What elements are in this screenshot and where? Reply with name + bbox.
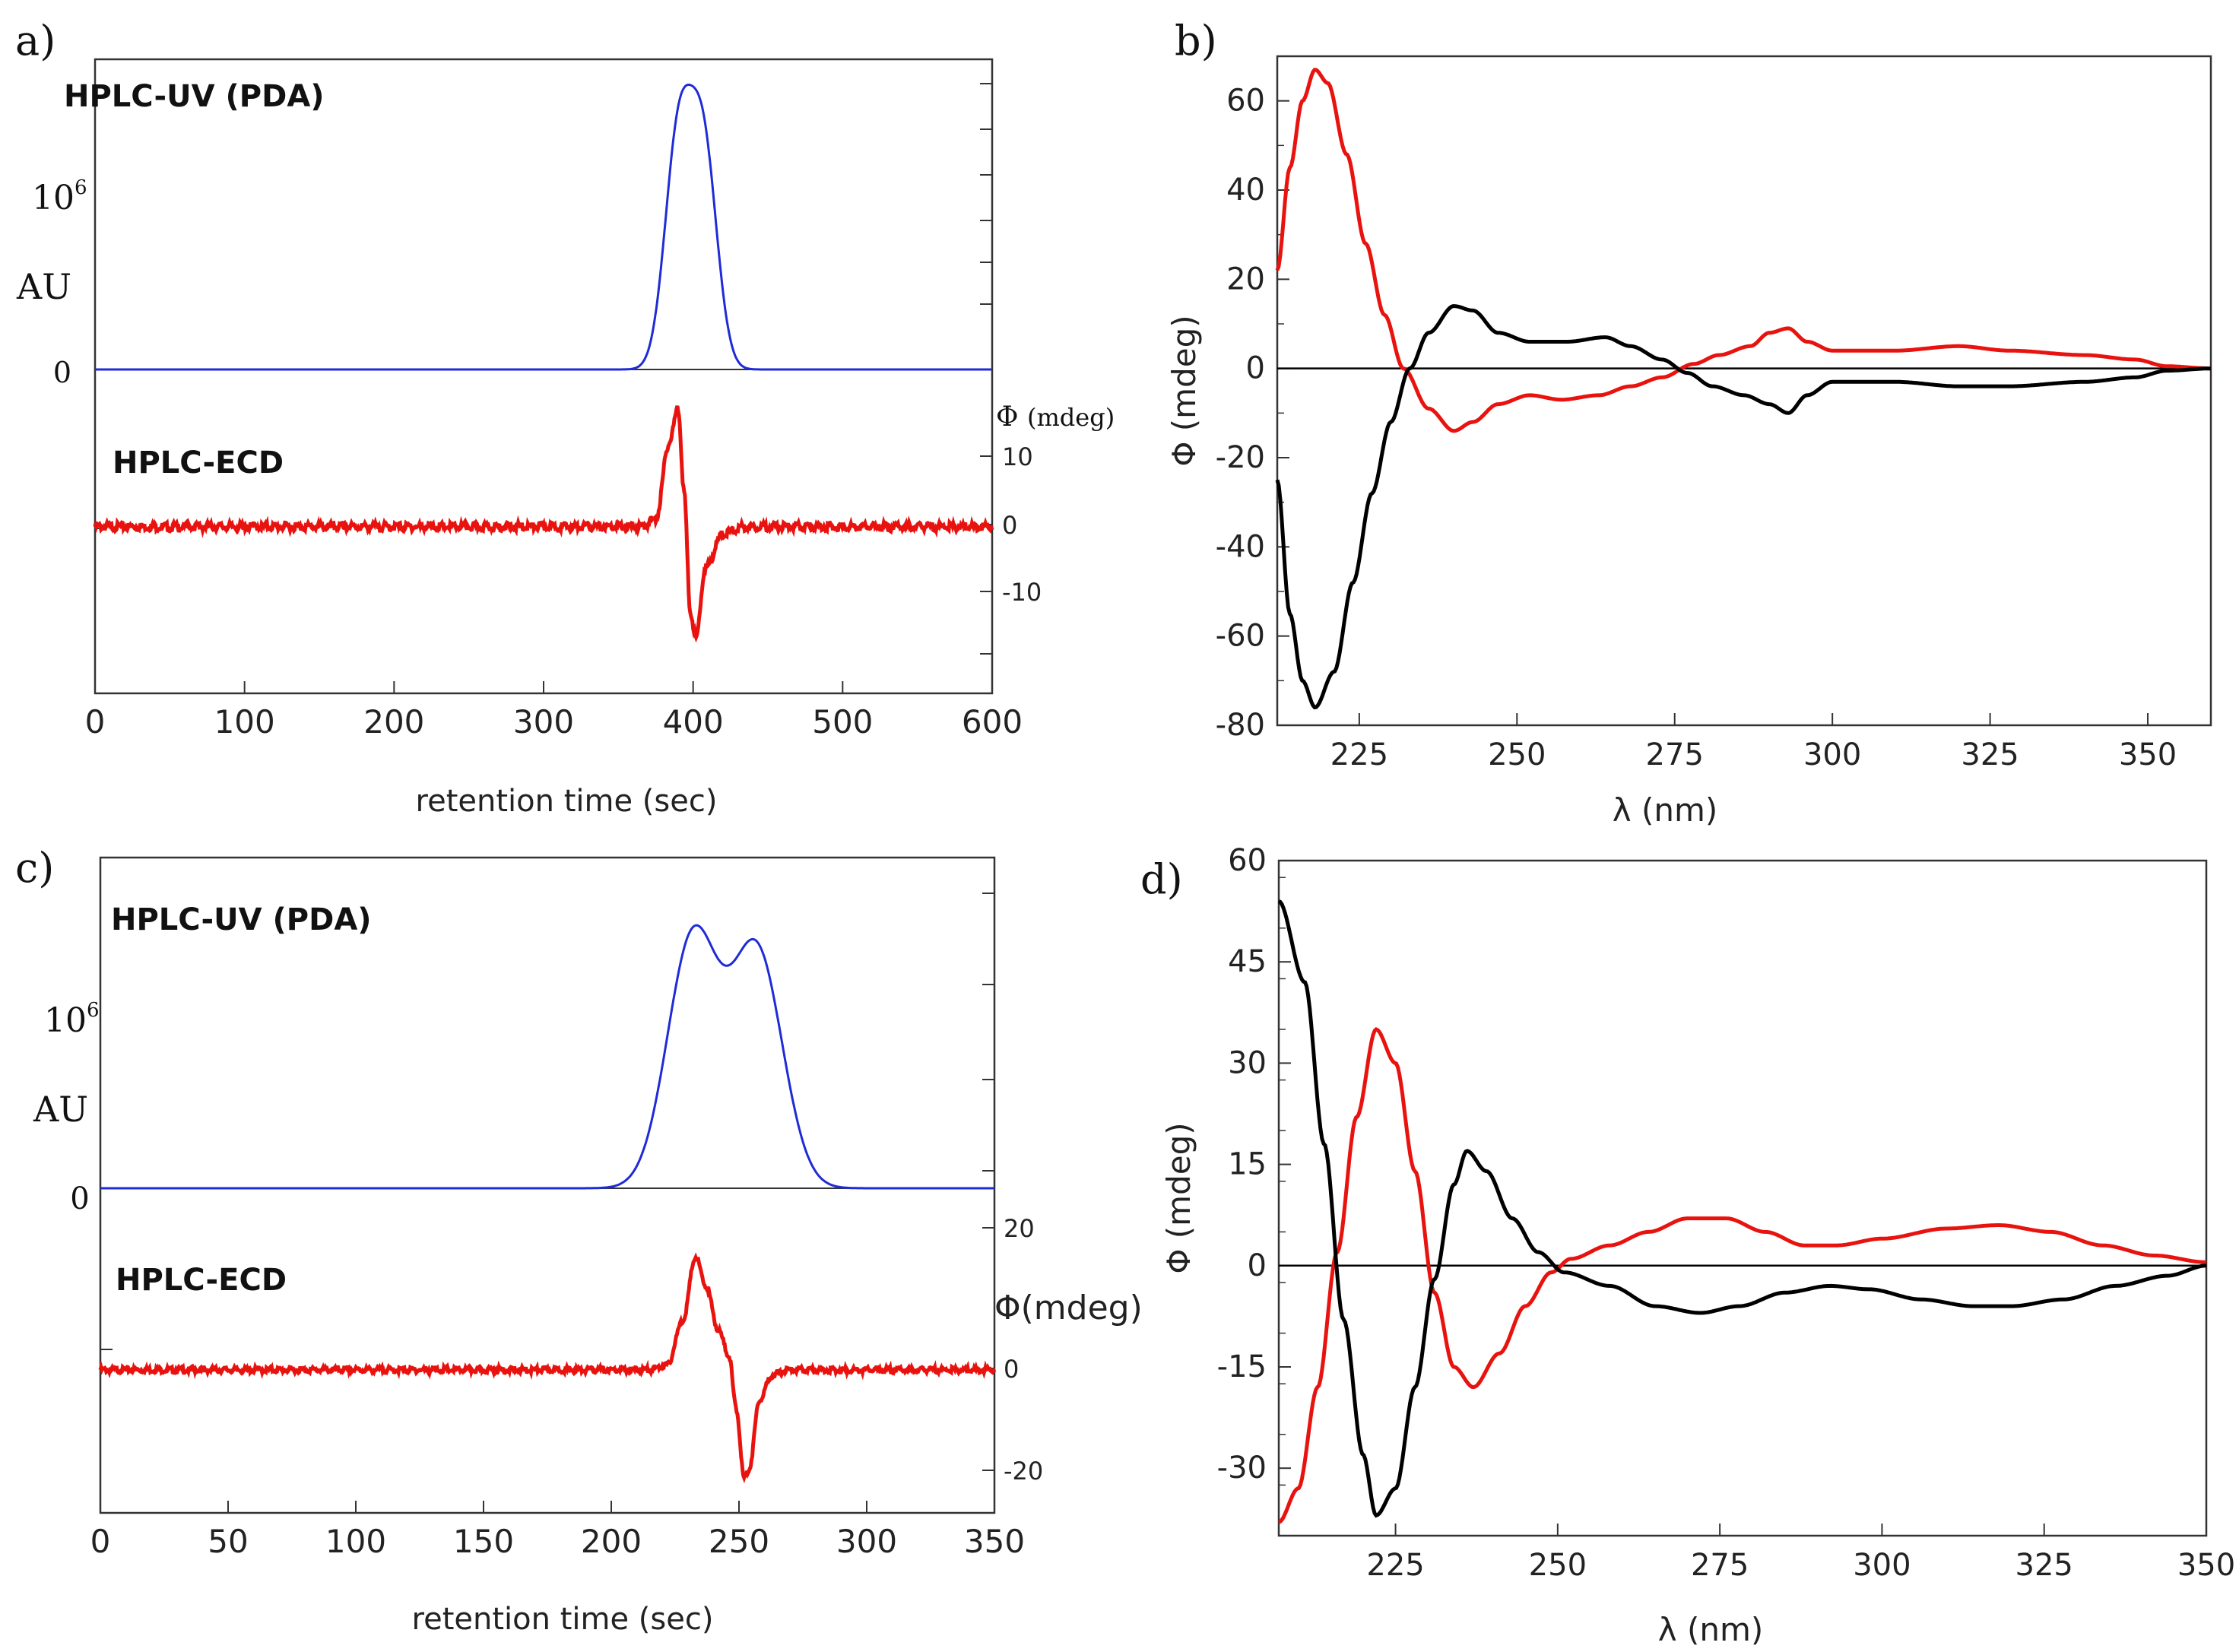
- x-tick-label: 600: [962, 703, 1023, 740]
- panel-c-uv-ylabel: AU: [33, 1089, 88, 1130]
- panel-a-x-axis-title: retention time (sec): [416, 784, 718, 819]
- panel-a-ecd-tick-label: -10: [1002, 578, 1042, 607]
- panel-d-x-axis-title: λ (nm): [1658, 1611, 1764, 1648]
- panel-d-black-series: [1277, 899, 2207, 1518]
- x-tick-label: 250: [1529, 1548, 1587, 1583]
- x-tick-label: 225: [1366, 1548, 1424, 1583]
- y-tick-label: -20: [1216, 440, 1265, 475]
- y-tick-label: 15: [1228, 1147, 1267, 1182]
- x-tick-label: 50: [208, 1523, 248, 1560]
- panel-c-frame: [99, 856, 996, 1514]
- y-tick-label: 60: [1226, 84, 1265, 119]
- x-tick-label: 325: [2015, 1548, 2073, 1583]
- panel-a-ecd-tick-label: 10: [1002, 442, 1033, 471]
- y-tick-label: 40: [1226, 173, 1265, 208]
- panel-b: b) 225 250 275 300 325 350 -80 -60 -40 -20 0 20 40 60…: [1165, 17, 2212, 829]
- x-tick-label: 100: [325, 1523, 386, 1560]
- panel-c-x-ticks: 0 50 100 150 200 250 300 350: [90, 1501, 1025, 1560]
- panel-c-letter: c): [15, 844, 54, 892]
- panel-c-ecd-trace: [98, 1252, 997, 1484]
- x-tick-label: 300: [1853, 1548, 1911, 1583]
- panel-b-x-axis-title: λ (nm): [1613, 791, 1718, 829]
- x-tick-label: 200: [581, 1523, 642, 1560]
- y-tick-label: -80: [1216, 708, 1265, 743]
- x-tick-label: 250: [709, 1523, 769, 1560]
- panel-a-x-ticks: 0 100 200 300 400 500 600: [85, 681, 1023, 740]
- y-tick-label: -15: [1217, 1349, 1267, 1384]
- y-tick-label: -30: [1217, 1451, 1267, 1486]
- panel-a-uv-zero-label: 0: [53, 356, 71, 389]
- panel-b-axis-ticks: 225 250 275 300 325 350 -80 -60 -40 -20 0 20 40 60: [1216, 55, 2177, 772]
- panel-c-uv-label: HPLC-UV (PDA): [111, 902, 372, 937]
- panel-a-uv-scale-label: 106: [32, 176, 87, 217]
- x-tick-label: 225: [1330, 737, 1388, 772]
- x-tick-label: 150: [453, 1523, 514, 1560]
- x-tick-label: 200: [363, 703, 424, 740]
- panel-c-ecd-ylabel: Φ(mdeg): [994, 1289, 1143, 1327]
- x-tick-label: 300: [1803, 737, 1861, 772]
- panel-c-ecd-label: HPLC-ECD: [116, 1263, 287, 1298]
- y-tick-label: 60: [1228, 843, 1267, 878]
- panel-c-ecd-tick-label: -20: [1004, 1457, 1043, 1486]
- x-tick-label: 250: [1488, 737, 1546, 772]
- panel-c: c) HPLC-UV (PDA) 106 AU 0 HPLC-ECD Φ(mde…: [15, 844, 1143, 1637]
- x-tick-label: 300: [513, 703, 574, 740]
- panel-c-ecd-tick-label: 0: [1004, 1355, 1019, 1384]
- x-tick-label: 300: [836, 1523, 897, 1560]
- y-tick-label: 45: [1228, 944, 1267, 979]
- y-tick-label: -40: [1216, 529, 1265, 564]
- panel-a-letter: a): [15, 17, 55, 65]
- x-tick-label: 400: [663, 703, 724, 740]
- panel-a-ecd-trace: [93, 405, 994, 643]
- panel-a-ecd-tick-label: 0: [1002, 511, 1017, 540]
- panel-a-uv-label: HPLC-UV (PDA): [64, 79, 325, 114]
- panel-a: a) HPLC-UV (PDA) 106 AU 0 HPLC-ECD Φ (md…: [15, 17, 1115, 819]
- y-tick-label: 0: [1246, 351, 1265, 386]
- y-tick-label: 0: [1248, 1248, 1267, 1283]
- panel-d: d) 225 250 275 300 325 350 -30 -15 0 15 30 45 60 λ (…: [1140, 843, 2235, 1648]
- panel-c-right-minor-ticks: [982, 893, 994, 1172]
- x-tick-label: 0: [85, 703, 106, 740]
- panel-c-uv-scale-label: 106: [44, 999, 100, 1040]
- x-tick-label: 350: [2177, 1548, 2235, 1583]
- panel-b-black-series: [1275, 304, 2211, 710]
- panel-a-right-minor-ticks: [980, 83, 992, 305]
- x-tick-label: 100: [214, 703, 275, 740]
- x-tick-label: 350: [2119, 737, 2177, 772]
- x-tick-label: 0: [90, 1523, 111, 1560]
- y-tick-label: 20: [1226, 262, 1265, 296]
- panel-d-letter: d): [1140, 855, 1183, 903]
- y-tick-label: 30: [1228, 1045, 1267, 1080]
- panel-c-uv-trace: [100, 924, 994, 1190]
- panel-c-x-axis-title: retention time (sec): [412, 1602, 714, 1637]
- panel-a-ecd-label: HPLC-ECD: [113, 446, 284, 480]
- x-tick-label: 275: [1691, 1548, 1749, 1583]
- panel-a-ecd-ylabel: Φ (mdeg): [996, 401, 1115, 433]
- panel-d-red-series: [1278, 1027, 2207, 1524]
- panel-b-letter: b): [1175, 17, 1217, 65]
- panel-a-uv-ylabel: AU: [16, 266, 71, 307]
- x-tick-label: 275: [1646, 737, 1704, 772]
- y-tick-label: -60: [1216, 619, 1265, 654]
- panel-a-uv-trace: [95, 84, 992, 371]
- panel-b-frame: [1276, 55, 2212, 727]
- x-tick-label: 350: [964, 1523, 1025, 1560]
- panel-b-red-series: [1275, 68, 2211, 433]
- panel-c-uv-zero-label: 0: [70, 1181, 89, 1216]
- panel-d-y-axis-title: Φ (mdeg): [1160, 1122, 1197, 1273]
- panel-b-y-axis-title: Φ (mdeg): [1165, 315, 1203, 466]
- panel-c-ecd-tick-label: 20: [1004, 1214, 1035, 1243]
- x-tick-label: 325: [1961, 737, 2019, 772]
- x-tick-label: 500: [812, 703, 873, 740]
- panel-d-frame: [1277, 859, 2208, 1537]
